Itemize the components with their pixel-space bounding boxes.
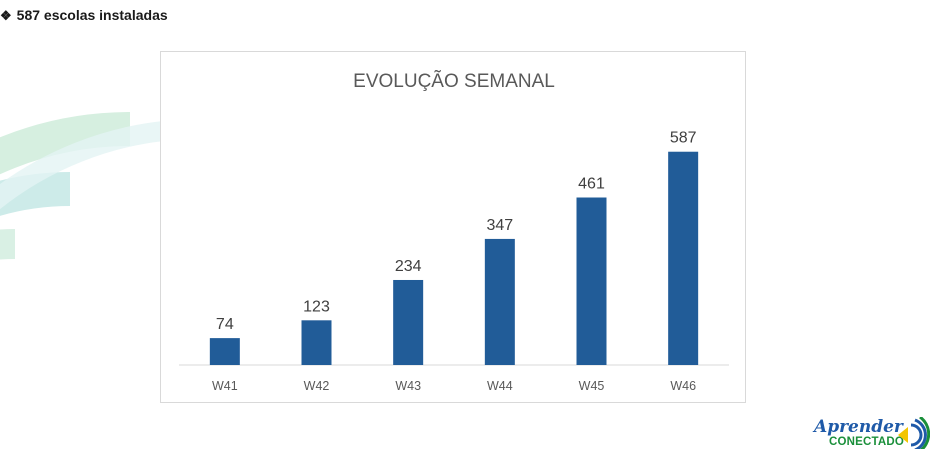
chart-title: EVOLUÇÃO SEMANAL	[353, 70, 555, 92]
data-label-w44: 347	[486, 217, 513, 234]
bar-chart: EVOLUÇÃO SEMANAL 74 W41 123 W42 234 W43 347 W44…	[179, 70, 729, 393]
data-label-w43: 234	[395, 258, 422, 275]
logo-word-aprender: Aprender	[814, 417, 903, 437]
heading-text: 587 escolas instaladas	[16, 7, 168, 23]
bar-w42	[301, 320, 332, 365]
x-tick-label-w41: W41	[212, 379, 238, 393]
data-label-w46: 587	[670, 130, 697, 147]
x-tick-label-w44: W44	[487, 379, 513, 393]
data-label-w41: 74	[216, 316, 234, 333]
aprender-conectado-logo: Aprender CONECTADO	[812, 417, 930, 457]
bar-w43	[393, 279, 424, 365]
wifi-signal-icon	[898, 417, 930, 449]
x-tick-label-w42: W42	[304, 379, 330, 393]
data-label-w45: 461	[578, 176, 605, 193]
x-tick-label-w46: W46	[670, 379, 696, 393]
logo-word-conectado: CONECTADO	[829, 436, 905, 448]
bar-w45	[576, 197, 607, 365]
bar-w46	[668, 151, 699, 365]
bar-w41	[209, 338, 240, 365]
x-tick-label-w45: W45	[579, 379, 605, 393]
data-label-w42: 123	[303, 298, 330, 315]
chart-container: EVOLUÇÃO SEMANAL 74 W41 123 W42 234 W43 347 W44…	[160, 51, 746, 403]
bars-group: 74 W41 123 W42 234 W43 347 W44 461 W45 587 W46	[209, 130, 699, 393]
bar-w44	[484, 238, 515, 365]
diamond-bullet-icon: ❖	[0, 8, 12, 23]
x-tick-label-w43: W43	[395, 379, 421, 393]
page-heading: ❖ 587 escolas instaladas	[0, 7, 168, 24]
